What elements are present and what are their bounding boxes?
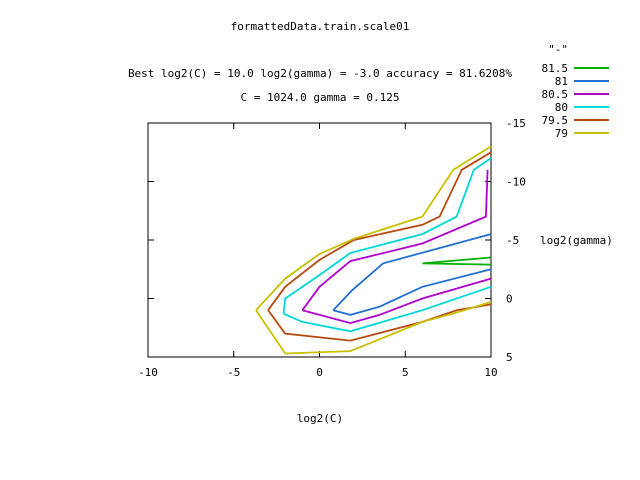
legend-label: 80 [555,101,568,114]
y-axis: -15 -10 -5 0 5 [148,117,526,364]
chart-best-params: Best log2(C) = 10.0 log2(gamma) = -3.0 a… [128,67,512,80]
y-tick-label: 0 [506,293,513,306]
legend-label: 81.5 [542,62,569,75]
contour-lines [255,145,492,355]
legend-label: 80.5 [542,88,569,101]
y-tick-label: -5 [506,234,519,247]
x-tick-label: -5 [227,366,240,379]
x-axis-label: log2(C) [297,412,343,425]
y-tick-label: -10 [506,176,526,189]
plot-frame [147,122,492,358]
y-tick-label: 5 [506,351,513,364]
contour-line-79 [255,301,492,355]
x-axis: -10 -5 0 5 10 [138,123,498,379]
contour-line-79 [255,145,492,311]
legend-label: 79.5 [542,114,569,127]
contour-line-80.5 [301,169,489,311]
contour-line-79.5 [267,151,492,311]
chart-title: formattedData.train.scale01 [231,20,410,33]
contour-line-81.5 [422,256,492,266]
y-axis-label: log2(gamma) [540,234,613,247]
legend-title: "-" [548,43,568,56]
contour-line-80 [283,285,492,333]
x-tick-label: 0 [316,366,323,379]
contour-line-81 [332,233,492,311]
chart-best-values: C = 1024.0 gamma = 0.125 [241,91,400,104]
contour-line-81 [332,268,492,316]
legend-label: 81 [555,75,568,88]
y-tick-label: -15 [506,117,526,130]
contour-line-79.5 [267,303,492,342]
legend-label: 79 [555,127,568,140]
contour-line-80.5 [302,277,492,325]
x-tick-label: 5 [402,366,409,379]
x-tick-label: -10 [138,366,158,379]
x-tick-label: 10 [484,366,497,379]
contour-line-80 [282,157,492,314]
